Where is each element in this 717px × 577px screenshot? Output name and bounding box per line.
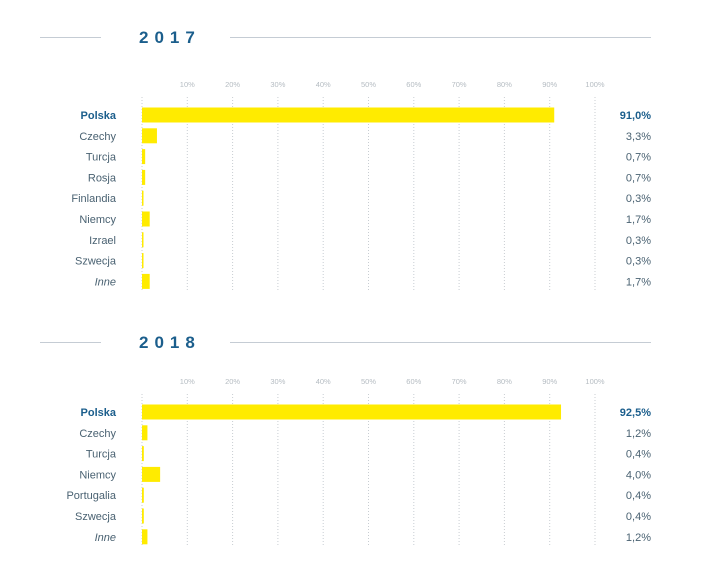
tick-label: 30% (270, 377, 285, 386)
bar (142, 128, 157, 144)
tick-label: 50% (361, 377, 376, 386)
bar (142, 273, 150, 289)
category-label: Polska (81, 110, 117, 122)
tick-label: 90% (542, 377, 557, 386)
category-label: Szwecja (75, 256, 117, 268)
chart-title: 2018 (139, 333, 201, 352)
tick-label: 80% (497, 80, 512, 89)
value-label: 1,7% (626, 214, 651, 226)
tick-label: 40% (316, 377, 331, 386)
divider-right (230, 37, 651, 38)
value-label: 0,7% (626, 152, 651, 164)
value-label: 0,4% (626, 449, 651, 461)
tick-label: 70% (452, 80, 467, 89)
tick-label: 60% (406, 80, 421, 89)
divider-left (40, 37, 101, 38)
bar (142, 446, 144, 462)
bar (142, 466, 161, 482)
bar (142, 232, 144, 248)
chart-title: 2017 (139, 28, 201, 47)
bar (142, 211, 150, 227)
bar (142, 190, 144, 206)
year-header-2017: 2017 (0, 28, 717, 48)
value-label: 0,3% (626, 235, 651, 247)
tick-label: 40% (316, 80, 331, 89)
value-label: 92,5% (620, 407, 651, 419)
bar (142, 404, 562, 420)
value-label: 0,4% (626, 490, 651, 502)
tick-label: 100% (585, 80, 605, 89)
value-label: 0,7% (626, 172, 651, 184)
divider-right (230, 342, 651, 343)
value-label: 1,7% (626, 276, 651, 288)
category-label: Inne (95, 276, 116, 288)
year-header-2018: 2018 (0, 333, 717, 353)
value-label: 0,3% (626, 193, 651, 205)
bar (142, 169, 146, 185)
category-label: Czechy (79, 428, 116, 440)
category-label: Czechy (79, 131, 116, 143)
tick-label: 10% (180, 80, 195, 89)
bar (142, 253, 144, 269)
value-label: 0,3% (626, 256, 651, 268)
category-label: Szwecja (75, 511, 117, 523)
bar-chart-2018: 10% 20% 30% 40% 50% 60% 70% 80% 90% 100% Polska 92,… (66, 377, 651, 547)
bar (142, 508, 144, 524)
tick-label: 70% (452, 377, 467, 386)
value-label: 4,0% (626, 469, 651, 481)
tick-label: 30% (270, 80, 285, 89)
tick-label: 80% (497, 377, 512, 386)
tick-label: 60% (406, 377, 421, 386)
category-label: Niemcy (79, 214, 116, 226)
category-label: Izrael (89, 235, 116, 247)
category-label: Inne (95, 532, 116, 544)
category-label: Polska (81, 407, 117, 419)
bar-chart-2017: 10% 20% 30% 40% 50% 60% 70% 80% 90% 100% Polska 91,… (71, 80, 651, 292)
category-label: Niemcy (79, 469, 116, 481)
tick-label: 10% (180, 377, 195, 386)
tick-label: 50% (361, 80, 376, 89)
value-label: 3,3% (626, 131, 651, 143)
value-label: 0,4% (626, 511, 651, 523)
bar (142, 149, 146, 165)
divider-left (40, 342, 101, 343)
category-label: Finlandia (71, 193, 117, 205)
bar (142, 529, 148, 545)
category-label: Portugalia (66, 490, 116, 502)
category-label: Rosja (88, 172, 117, 184)
bar (142, 487, 144, 503)
tick-label: 20% (225, 80, 240, 89)
value-label: 91,0% (620, 110, 651, 122)
bar (142, 107, 555, 123)
tick-label: 90% (542, 80, 557, 89)
value-label: 1,2% (626, 532, 651, 544)
category-label: Turcja (86, 152, 117, 164)
bar (142, 425, 148, 441)
tick-label: 20% (225, 377, 240, 386)
category-label: Turcja (86, 449, 117, 461)
tick-label: 100% (585, 377, 605, 386)
value-label: 1,2% (626, 428, 651, 440)
